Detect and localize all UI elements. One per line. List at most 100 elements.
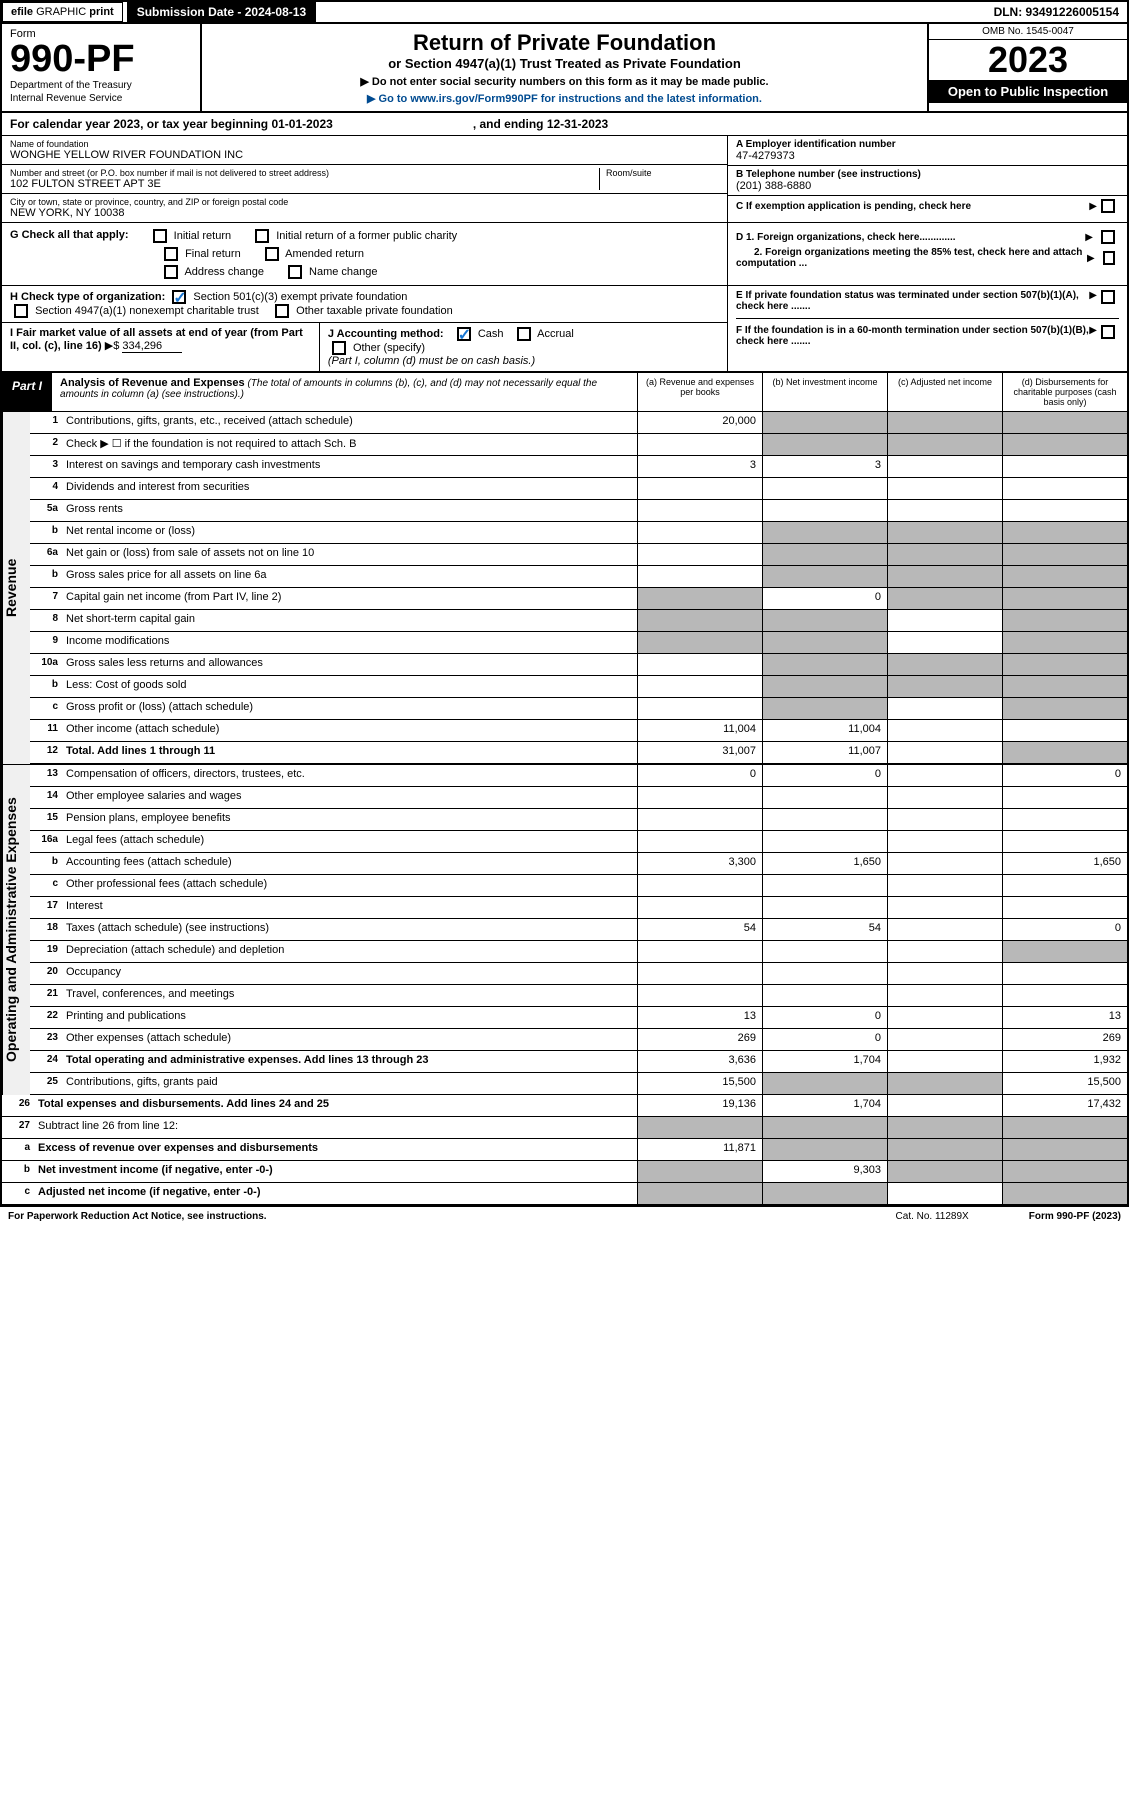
row-number: 25 [30, 1073, 62, 1094]
table-row: 8Net short-term capital gain [30, 610, 1127, 632]
row-number: b [30, 522, 62, 543]
cell-d [1002, 941, 1127, 962]
revenue-rows: 1Contributions, gifts, grants, etc., rec… [30, 412, 1127, 764]
cell-a [637, 500, 762, 521]
exemption-pending-cell: C If exemption application is pending, c… [728, 196, 1127, 216]
cell-b [762, 963, 887, 984]
d2-checkbox[interactable] [1103, 251, 1115, 265]
row-description: Net rental income or (loss) [62, 522, 637, 543]
name-change-label: Name change [309, 266, 378, 278]
ein-value: 47-4279373 [736, 150, 1119, 162]
row-number: 19 [30, 941, 62, 962]
f-checkbox[interactable] [1101, 325, 1115, 339]
address-change-label: Address change [184, 266, 264, 278]
cell-a [637, 1161, 762, 1182]
i-cell: I Fair market value of all assets at end… [2, 323, 320, 371]
part-i-desc: Analysis of Revenue and Expenses (The to… [52, 373, 637, 411]
expense-rows: 13Compensation of officers, directors, t… [30, 765, 1127, 1095]
cell-a: 19,136 [637, 1095, 762, 1116]
footer: For Paperwork Reduction Act Notice, see … [0, 1207, 1129, 1226]
row-number: 6a [30, 544, 62, 565]
row-description: Taxes (attach schedule) (see instruction… [62, 919, 637, 940]
row-number: b [30, 853, 62, 874]
info-left: Name of foundation WONGHE YELLOW RIVER F… [2, 136, 727, 222]
row-description: Accounting fees (attach schedule) [62, 853, 637, 874]
row-number: 20 [30, 963, 62, 984]
cell-d [1002, 654, 1127, 675]
cell-a [637, 941, 762, 962]
row-number: 16a [30, 831, 62, 852]
row-number: 18 [30, 919, 62, 940]
initial-return-label: Initial return [174, 230, 231, 242]
cell-a: 3,636 [637, 1051, 762, 1072]
table-row: 18Taxes (attach schedule) (see instructi… [30, 919, 1127, 941]
cell-c [887, 985, 1002, 1006]
header-left: Form 990-PF Department of the Treasury I… [2, 24, 202, 111]
table-row: 5aGross rents [30, 500, 1127, 522]
phone-value: (201) 388-6880 [736, 180, 1119, 192]
cell-a [637, 1117, 762, 1138]
table-row: 12Total. Add lines 1 through 1131,00711,… [30, 742, 1127, 764]
cash-checkbox[interactable] [457, 327, 471, 341]
amended-return-label: Amended return [285, 248, 364, 260]
e-checkbox[interactable] [1101, 290, 1115, 304]
hij-left: H Check type of organization: Section 50… [2, 286, 727, 371]
submission-date: Submission Date - 2024-08-13 [127, 2, 316, 22]
cell-a [637, 787, 762, 808]
cell-a: 0 [637, 765, 762, 786]
cell-c [887, 456, 1002, 477]
table-row: bGross sales price for all assets on lin… [30, 566, 1127, 588]
table-row: 11Other income (attach schedule)11,00411… [30, 720, 1127, 742]
initial-former-checkbox[interactable] [255, 229, 269, 243]
row-description: Contributions, gifts, grants paid [62, 1073, 637, 1094]
address-cell: Number and street (or P.O. box number if… [2, 165, 727, 194]
print-label: print [89, 6, 113, 18]
accrual-checkbox[interactable] [517, 327, 531, 341]
cell-b [762, 985, 887, 1006]
cell-b [762, 1073, 887, 1094]
name-change-checkbox[interactable] [288, 265, 302, 279]
address-change-checkbox[interactable] [164, 265, 178, 279]
efile-print-button[interactable]: efile GRAPHIC print [2, 2, 123, 22]
row-description: Other income (attach schedule) [62, 720, 637, 741]
cell-d [1002, 522, 1127, 543]
cell-b [762, 610, 887, 631]
revenue-side-label: Revenue [2, 412, 30, 764]
d1-checkbox[interactable] [1101, 230, 1115, 244]
cell-a [637, 566, 762, 587]
cell-a: 11,871 [637, 1139, 762, 1160]
c-checkbox[interactable] [1101, 199, 1115, 213]
name-label: Name of foundation [10, 139, 719, 149]
row-number: 1 [30, 412, 62, 433]
row-description: Capital gain net income (from Part IV, l… [62, 588, 637, 609]
amended-return-checkbox[interactable] [265, 247, 279, 261]
topbar: efile GRAPHIC print Submission Date - 20… [2, 2, 1127, 24]
irs-link[interactable]: ▶ Go to www.irs.gov/Form990PF for instru… [367, 93, 762, 105]
row-number: c [30, 698, 62, 719]
cell-d [1002, 434, 1127, 455]
cell-a [637, 985, 762, 1006]
sec501-checkbox[interactable] [172, 290, 186, 304]
other-taxable-checkbox[interactable] [275, 304, 289, 318]
final-return-checkbox[interactable] [164, 247, 178, 261]
cell-c [887, 742, 1002, 763]
other-method-checkbox[interactable] [332, 341, 346, 355]
info-grid: Name of foundation WONGHE YELLOW RIVER F… [2, 136, 1127, 223]
col-b-header: (b) Net investment income [762, 373, 887, 411]
row-number: 24 [30, 1051, 62, 1072]
row-number: 7 [30, 588, 62, 609]
sec4947-checkbox[interactable] [14, 304, 28, 318]
cell-d [1002, 742, 1127, 763]
form-ref: Form 990-PF (2023) [1029, 1211, 1121, 1222]
cell-b: 11,004 [762, 720, 887, 741]
cell-d: 269 [1002, 1029, 1127, 1050]
row-number: 17 [30, 897, 62, 918]
cell-a [637, 434, 762, 455]
j-cell: J Accounting method: Cash Accrual Other … [320, 323, 727, 371]
col-c-header: (c) Adjusted net income [887, 373, 1002, 411]
row-number: 8 [30, 610, 62, 631]
initial-return-checkbox[interactable] [153, 229, 167, 243]
cell-c [887, 875, 1002, 896]
cell-c [887, 787, 1002, 808]
g-left: G Check all that apply: Initial return I… [2, 223, 727, 285]
